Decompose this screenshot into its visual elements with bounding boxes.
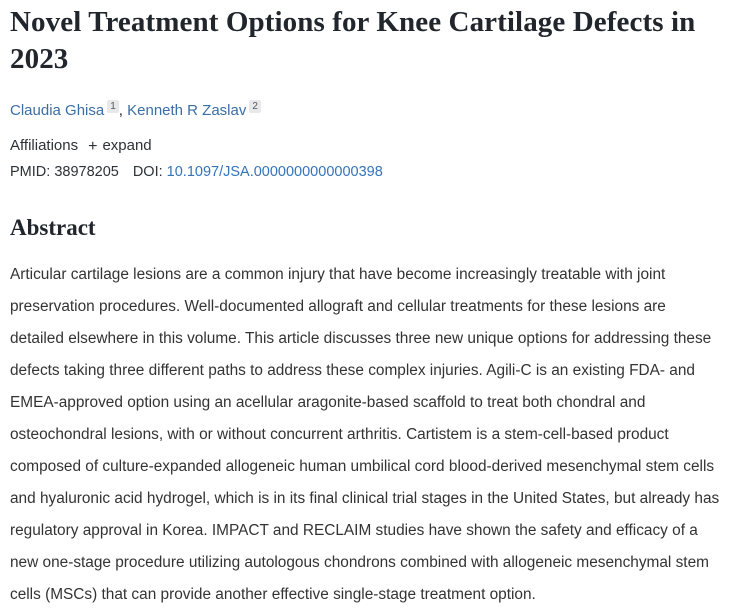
- expand-affiliations-button[interactable]: + expand: [88, 137, 152, 155]
- pmid-label: PMID:: [10, 164, 51, 180]
- identifiers-row: PMID: 38978205 DOI: 10.1097/JSA.000000000…: [10, 162, 722, 182]
- article-page: Novel Treatment Options for Knee Cartila…: [10, 6, 722, 603]
- affiliation-ref-1[interactable]: 1: [107, 100, 119, 113]
- author-list: Claudia Ghisa 1, Kenneth R Zaslav 2: [10, 100, 722, 121]
- expand-affiliations-label: expand: [102, 137, 152, 154]
- doi-block: DOI: 10.1097/JSA.0000000000000398: [133, 164, 383, 180]
- affiliations-row: Affiliations + expand: [10, 136, 722, 156]
- plus-icon: +: [88, 138, 98, 155]
- doi-link[interactable]: 10.1097/JSA.0000000000000398: [166, 164, 383, 180]
- pmid-value: 38978205: [54, 164, 119, 180]
- author-link-1[interactable]: Claudia Ghisa: [10, 102, 105, 119]
- pmid-block: PMID: 38978205: [10, 164, 119, 180]
- abstract-text: Articular cartilage lesions are a common…: [10, 266, 720, 603]
- affiliation-ref-2[interactable]: 2: [249, 100, 261, 113]
- author-link-2[interactable]: Kenneth R Zaslav: [127, 102, 247, 119]
- abstract-heading: Abstract: [10, 215, 96, 240]
- page-title: Novel Treatment Options for Knee Cartila…: [10, 6, 696, 75]
- doi-label: DOI:: [132, 164, 163, 180]
- author-separator: ,: [118, 102, 123, 119]
- affiliations-label: Affiliations: [10, 137, 79, 154]
